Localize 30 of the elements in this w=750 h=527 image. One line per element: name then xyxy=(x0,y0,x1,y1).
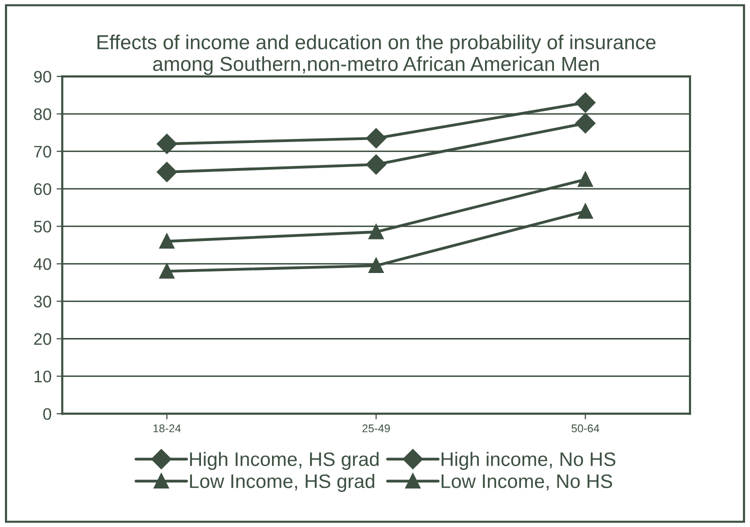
x-tick-label: 18-24 xyxy=(154,424,181,432)
y-tick-label: 80 xyxy=(34,108,52,120)
chart-title: Effects of income and education on the probability of insurance among Southern,non-metro African American Men xyxy=(98,34,656,76)
legend-label: Low Income, HS grad xyxy=(190,474,374,492)
legend-label: Low Income, No HS xyxy=(442,474,612,490)
x-tick-label: 25-49 xyxy=(362,424,390,432)
point xyxy=(575,92,596,113)
point xyxy=(368,258,384,274)
point xyxy=(366,128,386,148)
y-tick-label: 30 xyxy=(34,296,52,308)
point xyxy=(575,113,596,134)
x-tick-label: 50-64 xyxy=(572,424,600,432)
point xyxy=(156,134,177,154)
point xyxy=(578,172,593,187)
y-tick-label: 40 xyxy=(34,258,52,270)
y-tick-label: 20 xyxy=(34,333,52,345)
y-tick-label: 90 xyxy=(34,70,52,83)
legend-label: High income, No HS xyxy=(442,452,616,470)
point xyxy=(160,264,174,279)
point xyxy=(368,224,384,240)
point xyxy=(160,234,174,249)
y-tick-label: 10 xyxy=(34,370,52,382)
y-tick-label: 60 xyxy=(34,183,52,196)
y-tick-label: 0 xyxy=(43,408,52,420)
point xyxy=(156,162,177,182)
y-tick-label: 70 xyxy=(34,146,52,158)
point xyxy=(578,204,593,219)
legend-label: High Income, HS grad xyxy=(190,452,379,470)
point xyxy=(366,154,386,174)
y-tick-label: 50 xyxy=(34,220,52,233)
